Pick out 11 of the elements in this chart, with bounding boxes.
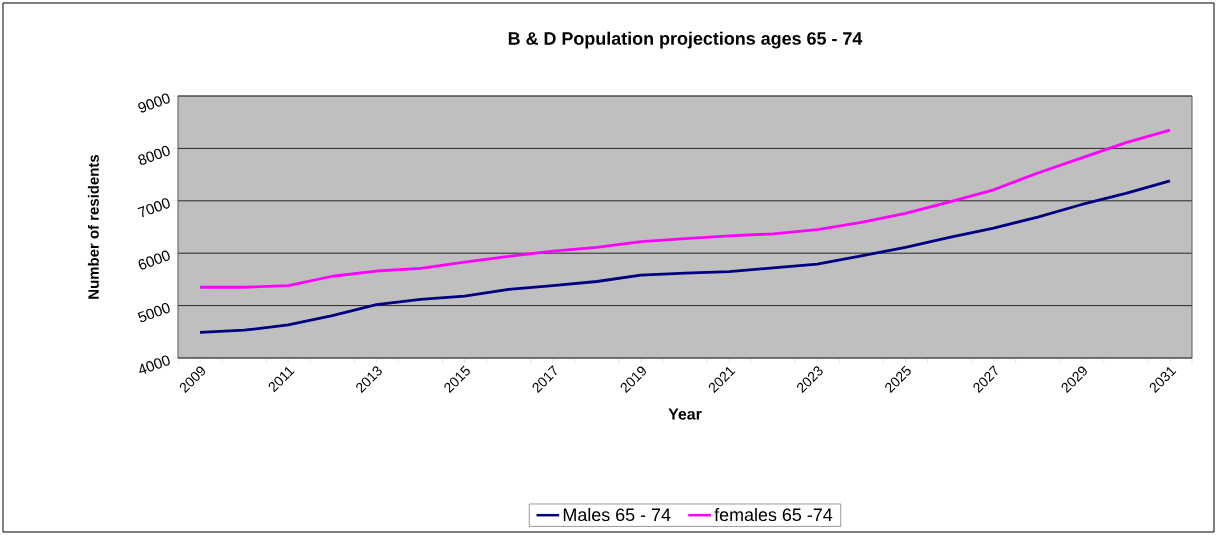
y-tick-label: 9000	[138, 93, 170, 113]
chart-title: B & D Population projections ages 65 - 74	[508, 31, 863, 49]
y-tick-label: 5000	[137, 303, 170, 323]
y-tick-label: 7000	[137, 198, 170, 218]
legend-label: females 65 -74	[714, 507, 833, 522]
legend-label: Males 65 - 74	[563, 507, 671, 522]
y-tick-label: 6000	[138, 250, 170, 270]
y-tick-label: 4000	[139, 355, 170, 374]
y-axis-title: Number of residents	[87, 154, 99, 299]
y-tick-label: 8000	[138, 145, 170, 165]
x-axis-title: Year	[668, 408, 702, 420]
